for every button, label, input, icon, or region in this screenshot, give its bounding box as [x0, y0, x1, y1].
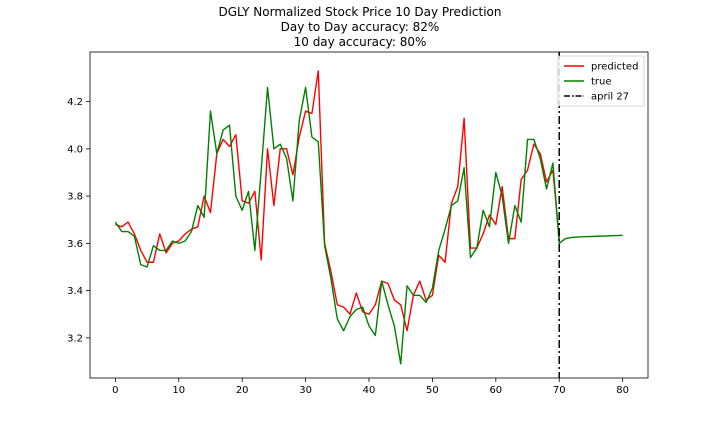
legend-box — [557, 55, 645, 107]
legend-label: predicted — [591, 62, 638, 73]
y-tick-label: 3.4 — [67, 286, 83, 297]
y-tick-label: 3.8 — [67, 192, 83, 203]
x-tick-label: 10 — [172, 385, 185, 396]
y-tick-label: 3.6 — [67, 239, 83, 250]
y-tick-label: 4.0 — [67, 144, 83, 155]
x-tick-label: 80 — [616, 385, 629, 396]
chart-title-line-3: 10 day accuracy: 80% — [293, 35, 427, 49]
y-tick-label: 3.2 — [67, 333, 83, 344]
chart-title-line-1: DGLY Normalized Stock Price 10 Day Predi… — [218, 5, 502, 19]
x-tick-label: 70 — [553, 385, 566, 396]
series-line-predicted — [115, 70, 560, 332]
chart-title-line-2: Day to Day accuracy: 82% — [280, 20, 440, 34]
x-tick-label: 40 — [363, 385, 376, 396]
legend-label: april 27 — [591, 92, 629, 103]
legend: predicted true april 27 — [557, 55, 645, 107]
y-tick-label: 4.2 — [67, 97, 83, 108]
x-tick-label: 0 — [112, 385, 118, 396]
series-line-true — [114, 86, 623, 365]
x-tick-label: 50 — [426, 385, 439, 396]
axis-ticks: 0 10 20 30 40 50 60 70 80 3.2 3.4 3.6 3.8 4.0 4.2 — [67, 97, 629, 396]
x-tick-label: 30 — [299, 385, 312, 396]
x-tick-label: 20 — [236, 385, 249, 396]
legend-label: true — [591, 77, 612, 88]
series-layer — [114, 52, 623, 378]
x-tick-label: 60 — [489, 385, 502, 396]
